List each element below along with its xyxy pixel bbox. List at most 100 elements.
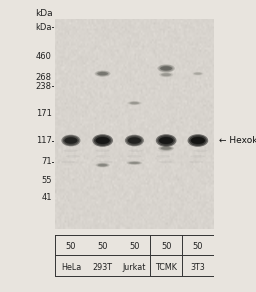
- Text: 55: 55: [41, 176, 52, 185]
- Ellipse shape: [130, 102, 139, 105]
- Ellipse shape: [63, 135, 79, 145]
- Text: 50: 50: [97, 242, 108, 251]
- Text: 50: 50: [193, 242, 203, 251]
- Ellipse shape: [64, 137, 78, 144]
- Ellipse shape: [128, 161, 141, 165]
- Ellipse shape: [65, 137, 77, 144]
- Ellipse shape: [128, 137, 141, 144]
- Ellipse shape: [125, 135, 144, 146]
- Ellipse shape: [159, 65, 174, 72]
- Ellipse shape: [159, 72, 173, 77]
- Ellipse shape: [63, 150, 78, 152]
- Text: 71: 71: [41, 157, 52, 166]
- Ellipse shape: [92, 134, 113, 147]
- Text: 50: 50: [129, 242, 140, 251]
- Ellipse shape: [188, 144, 202, 146]
- Ellipse shape: [195, 73, 200, 74]
- Ellipse shape: [189, 161, 203, 163]
- Ellipse shape: [66, 155, 80, 158]
- Ellipse shape: [129, 102, 140, 104]
- Ellipse shape: [157, 65, 175, 72]
- Ellipse shape: [99, 164, 106, 166]
- Ellipse shape: [131, 162, 138, 164]
- Text: 171: 171: [36, 109, 52, 118]
- Text: 293T: 293T: [93, 263, 113, 272]
- Ellipse shape: [65, 144, 79, 146]
- Ellipse shape: [157, 135, 175, 146]
- Ellipse shape: [159, 146, 173, 150]
- Text: TCMK: TCMK: [155, 263, 177, 272]
- Ellipse shape: [99, 72, 106, 75]
- Ellipse shape: [126, 161, 140, 163]
- Ellipse shape: [190, 155, 205, 158]
- Ellipse shape: [67, 138, 75, 143]
- Ellipse shape: [126, 161, 142, 165]
- Ellipse shape: [129, 144, 143, 146]
- Ellipse shape: [98, 164, 108, 166]
- Ellipse shape: [163, 147, 170, 150]
- Text: 117: 117: [36, 136, 52, 145]
- Ellipse shape: [129, 162, 140, 164]
- Ellipse shape: [99, 161, 113, 163]
- Ellipse shape: [194, 150, 208, 152]
- Ellipse shape: [162, 67, 170, 70]
- Ellipse shape: [131, 102, 138, 104]
- Ellipse shape: [61, 135, 80, 146]
- Text: 238: 238: [36, 82, 52, 91]
- Text: 460: 460: [36, 52, 52, 61]
- Text: 50: 50: [66, 242, 76, 251]
- Ellipse shape: [61, 161, 75, 163]
- Ellipse shape: [161, 147, 171, 150]
- Text: kDa: kDa: [35, 23, 52, 32]
- Ellipse shape: [194, 73, 202, 75]
- Ellipse shape: [96, 155, 110, 158]
- Ellipse shape: [188, 134, 208, 147]
- Ellipse shape: [159, 136, 173, 145]
- Ellipse shape: [96, 136, 109, 145]
- Ellipse shape: [98, 164, 107, 167]
- Text: 3T3: 3T3: [190, 263, 205, 272]
- Ellipse shape: [94, 135, 111, 146]
- Ellipse shape: [156, 155, 170, 158]
- Text: kDa: kDa: [35, 8, 52, 18]
- Ellipse shape: [161, 147, 172, 150]
- Ellipse shape: [93, 144, 107, 146]
- Ellipse shape: [95, 70, 111, 77]
- Ellipse shape: [161, 66, 172, 71]
- Ellipse shape: [98, 138, 107, 143]
- Ellipse shape: [158, 150, 172, 152]
- Ellipse shape: [97, 72, 108, 75]
- Ellipse shape: [127, 101, 142, 105]
- Ellipse shape: [98, 72, 108, 76]
- Ellipse shape: [130, 138, 139, 143]
- Ellipse shape: [162, 138, 171, 143]
- Ellipse shape: [129, 162, 140, 164]
- Text: 268: 268: [36, 73, 52, 82]
- Ellipse shape: [128, 137, 141, 144]
- Text: 41: 41: [41, 193, 52, 202]
- Ellipse shape: [95, 163, 110, 167]
- Ellipse shape: [159, 137, 173, 144]
- Ellipse shape: [158, 146, 174, 151]
- Ellipse shape: [96, 71, 109, 76]
- Ellipse shape: [192, 72, 204, 76]
- Ellipse shape: [162, 73, 171, 77]
- Ellipse shape: [160, 72, 172, 77]
- Ellipse shape: [162, 144, 176, 146]
- Ellipse shape: [194, 72, 201, 75]
- Ellipse shape: [129, 150, 143, 152]
- Ellipse shape: [126, 135, 143, 145]
- Text: Jurkat: Jurkat: [123, 263, 146, 272]
- Ellipse shape: [95, 150, 110, 152]
- Ellipse shape: [95, 137, 110, 144]
- Ellipse shape: [163, 74, 169, 76]
- Text: HeLa: HeLa: [61, 263, 81, 272]
- Ellipse shape: [156, 134, 176, 147]
- Ellipse shape: [158, 161, 173, 163]
- Ellipse shape: [189, 135, 207, 146]
- Ellipse shape: [191, 137, 205, 144]
- Ellipse shape: [97, 163, 109, 167]
- Ellipse shape: [160, 66, 172, 71]
- Ellipse shape: [127, 155, 142, 158]
- Ellipse shape: [193, 138, 202, 143]
